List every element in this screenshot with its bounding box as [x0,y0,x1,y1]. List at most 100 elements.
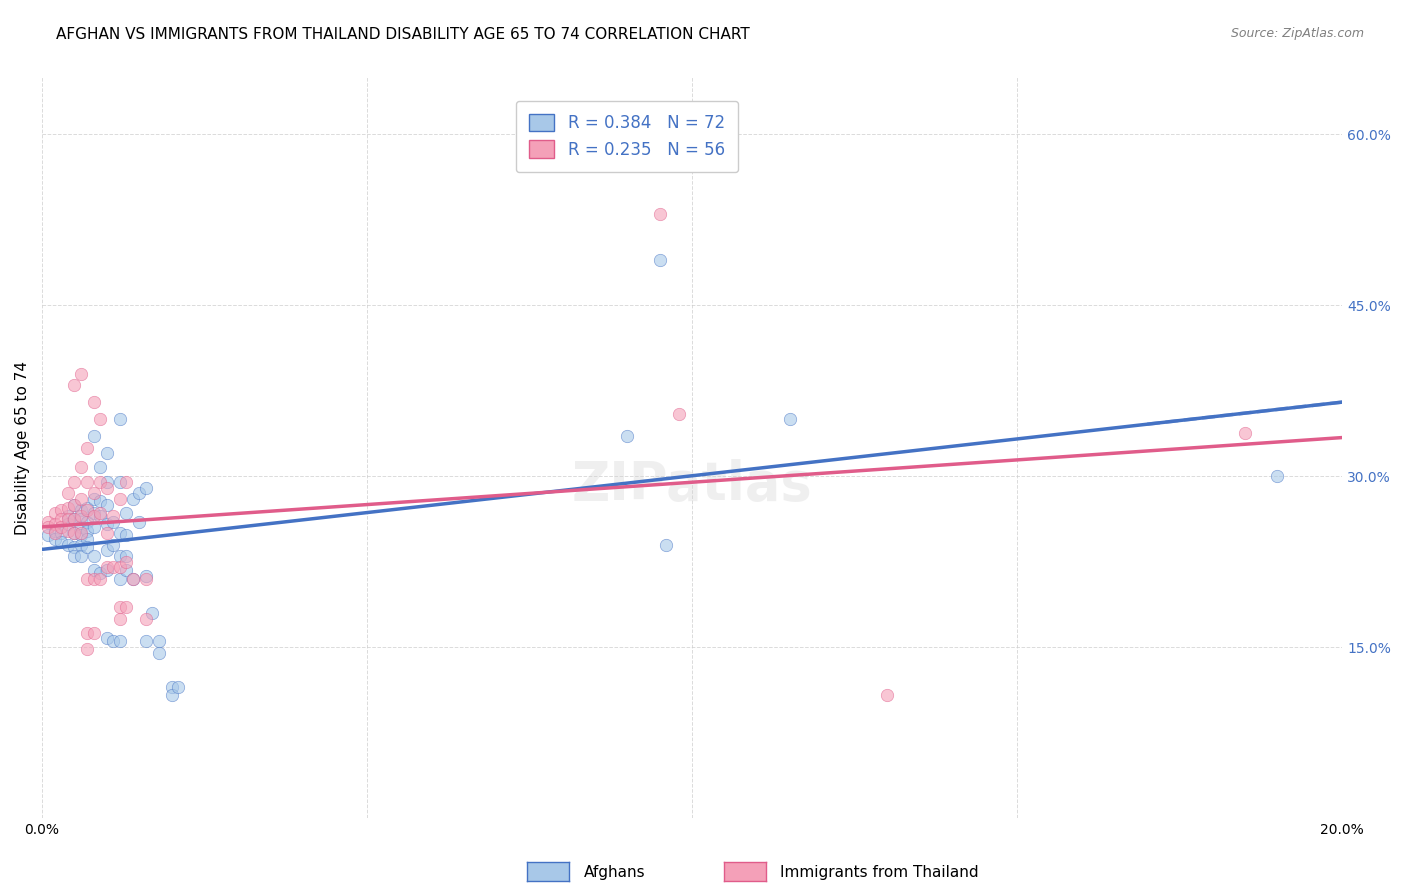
Point [135,612,157,626]
Point [115,475,138,489]
Y-axis label: Disability Age 65 to 74: Disability Age 65 to 74 [15,360,30,534]
Point [37,520,59,534]
Point [63,512,86,526]
Text: Afghans: Afghans [583,865,645,880]
Point [69,549,91,563]
Point [76,532,98,546]
Point [63,540,86,554]
Point [96,446,118,460]
Point [63,498,86,512]
Point [115,563,138,577]
Point [63,512,86,526]
Point [128,515,150,529]
Point [76,642,98,657]
Point [69,528,91,542]
Point [56,486,79,500]
Point [56,501,79,516]
Point [108,526,131,541]
Point [96,498,118,512]
Point [83,486,105,500]
Point [63,475,86,489]
Text: Source: ZipAtlas.com: Source: ZipAtlas.com [1230,27,1364,40]
Point [1265,469,1288,483]
Point [89,506,111,520]
Point [96,517,118,532]
Point [56,537,79,551]
Point [108,475,131,489]
Point [160,680,183,694]
Point [44,526,66,541]
Legend: R = 0.384   N = 72, R = 0.235   N = 56: R = 0.384 N = 72, R = 0.235 N = 56 [516,101,738,172]
Point [108,572,131,586]
Point [83,429,105,443]
Point [115,506,138,520]
Point [655,537,678,551]
Point [648,207,671,221]
Point [69,520,91,534]
Point [37,528,59,542]
Text: AFGHAN VS IMMIGRANTS FROM THAILAND DISABILITY AGE 65 TO 74 CORRELATION CHART: AFGHAN VS IMMIGRANTS FROM THAILAND DISAB… [56,27,749,42]
Point [108,549,131,563]
Point [121,572,143,586]
Point [648,252,671,267]
Point [141,606,163,620]
Point [69,491,91,506]
Point [63,526,86,541]
Point [135,569,157,583]
Point [89,566,111,580]
Point [89,475,111,489]
Point [108,612,131,626]
Point [779,412,801,426]
Point [56,512,79,526]
Point [76,540,98,554]
Point [69,526,91,541]
Point [89,494,111,508]
Point [668,407,690,421]
Point [96,563,118,577]
Point [69,367,91,381]
Point [115,600,138,615]
Point [89,509,111,524]
Point [83,395,105,409]
Point [63,498,86,512]
Point [1233,425,1256,440]
Point [76,626,98,640]
Point [76,475,98,489]
Point [103,515,125,529]
Point [108,491,131,506]
Point [96,631,118,645]
Point [63,378,86,392]
Point [96,560,118,574]
Text: Immigrants from Thailand: Immigrants from Thailand [780,865,979,880]
Point [148,646,170,660]
Point [51,503,73,517]
Point [83,506,105,520]
Point [103,537,125,551]
Point [44,532,66,546]
Point [89,412,111,426]
Point [63,526,86,541]
Point [51,512,73,526]
Point [876,688,898,702]
Point [108,560,131,574]
Point [83,626,105,640]
Point [83,509,105,524]
Point [44,517,66,532]
Point [76,501,98,516]
Point [135,572,157,586]
Point [69,512,91,526]
Point [121,491,143,506]
Point [69,460,91,475]
Point [44,506,66,520]
Point [96,543,118,558]
Point [76,441,98,455]
Point [69,503,91,517]
Point [128,486,150,500]
Point [89,572,111,586]
Point [51,520,73,534]
Point [76,503,98,517]
Point [51,526,73,541]
Point [148,634,170,648]
Point [135,481,157,495]
Point [616,429,638,443]
